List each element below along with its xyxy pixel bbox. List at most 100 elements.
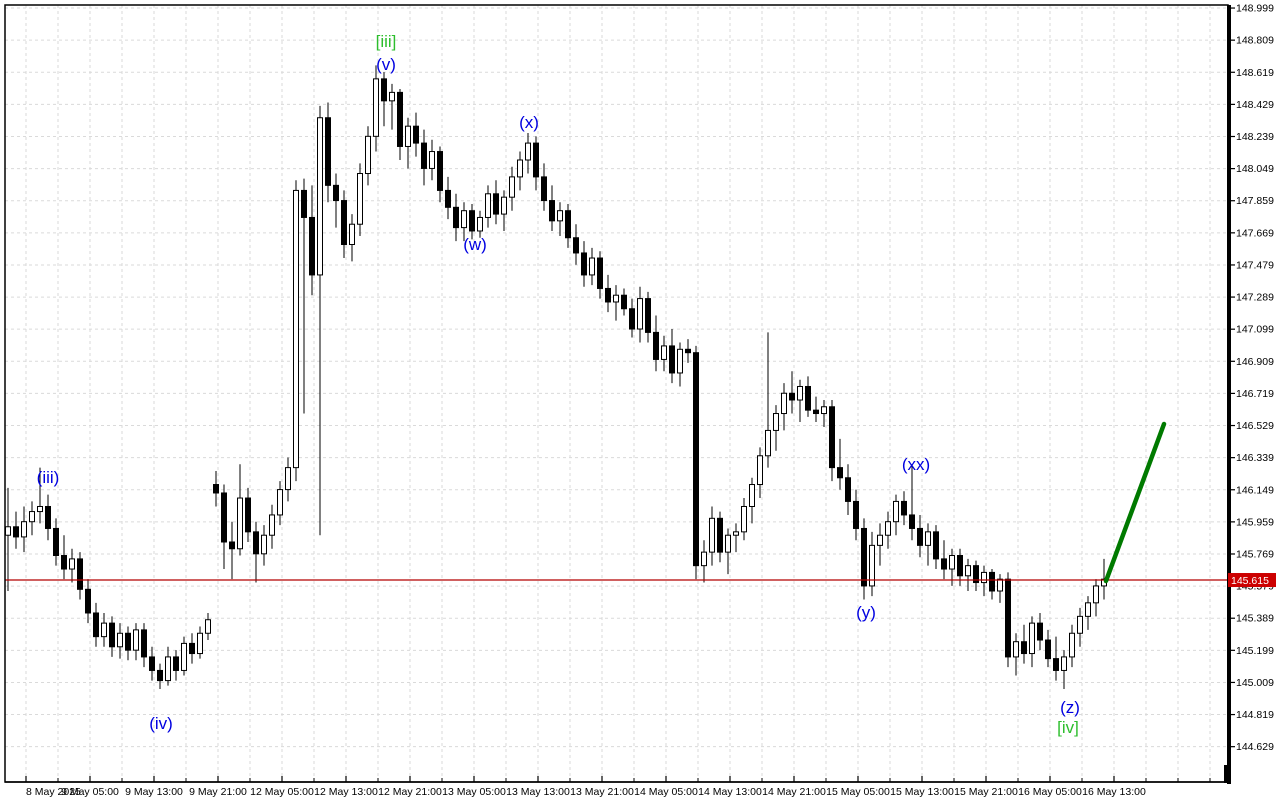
time-tick-label: 14 May 05:00 [634,786,698,798]
wave-label-w: (w) [463,235,487,254]
candle-bullish [1085,602,1091,617]
price-tick-label: 148.809 [1236,35,1274,47]
candle-bearish [917,527,923,546]
candle-bullish [405,125,411,147]
candle-bullish [461,210,467,229]
candle-bullish [701,551,707,567]
candle-bearish [653,331,659,360]
candle-bearish [901,500,907,516]
price-axis-line [1227,5,1231,784]
candle-bullish [725,534,731,553]
candle-bearish [541,176,547,202]
candle-bearish [341,200,347,246]
price-tick-label: 147.479 [1236,259,1274,271]
candle-bearish [61,555,67,570]
candle-bearish [85,588,91,614]
candle-bearish [813,409,819,415]
candle-bullish [677,348,683,374]
candle-bullish [773,413,779,431]
candle-bullish [733,531,739,536]
candle-bearish [565,210,571,239]
candle-bullish [37,505,43,513]
candle-bearish [53,527,59,557]
candle-bullish [117,632,123,648]
candle-bullish [373,78,379,137]
candle-bearish [1045,639,1051,660]
time-tick-label: 15 May 13:00 [890,786,954,798]
time-tick-label: 13 May 05:00 [442,786,506,798]
candle-bearish [989,571,995,592]
price-tick-label: 148.999 [1236,3,1274,15]
candle-bearish [157,669,163,682]
candle-bullish [485,193,491,218]
candle-bearish [805,385,811,411]
candle-bearish [621,294,627,310]
candle-bearish [189,642,195,655]
candle-bearish [597,257,603,289]
candle-bearish [909,514,915,529]
time-tick-label: 12 May 21:00 [378,786,442,798]
candle-bullish [365,135,371,175]
price-tick-label: 148.429 [1236,99,1274,111]
candle-bullish [557,210,563,222]
wave-label-x: (x) [519,113,539,132]
candle-bullish [477,216,483,232]
candle-bullish [637,298,643,330]
candle-bearish [421,142,427,169]
candle-bullish [357,173,363,225]
price-tick-label: 147.669 [1236,227,1274,239]
candle-bullish [749,484,755,507]
candle-bullish [981,571,987,584]
candle-bullish [261,534,267,555]
trend-line[interactable] [1103,421,1167,584]
candle-bearish [789,392,795,401]
candle-bearish [149,656,155,671]
candle-bullish [757,455,763,486]
candle-bearish [413,125,419,144]
candle-bullish [661,345,667,360]
candle-bullish [885,521,891,536]
candle-bullish [29,511,35,523]
candle-bearish [77,558,83,590]
time-tick-label: 14 May 21:00 [762,786,826,798]
candle-bullish [613,294,619,303]
candle-bearish [1021,641,1027,655]
time-tick-label: 16 May 13:00 [1082,786,1146,798]
candle-bearish [469,210,475,232]
wave-label-y: (y) [856,603,876,622]
candle-bearish [397,91,403,147]
candle-bullish [21,521,27,538]
candle-bearish [573,237,579,254]
candle-bearish [837,467,843,479]
price-tick-label: 145.199 [1236,645,1274,657]
time-tick-label: 9 May 13:00 [125,786,183,798]
current-price-badge [1228,573,1276,588]
candle-bullish [997,578,1003,592]
candle-bearish [301,189,307,218]
candle-bullish [293,189,299,469]
candle-bullish [181,642,187,671]
candle-bearish [1053,658,1059,671]
candle-bearish [853,500,859,529]
candle-bullish [869,544,875,587]
candle-bullish [509,176,515,198]
candle-bullish [349,223,355,246]
time-tick-label: 9 May 05:00 [61,786,119,798]
wave-label-xx: (xx) [902,455,930,474]
candle-bearish [309,216,315,276]
candle-bullish [765,429,771,457]
candle-bearish [253,531,259,555]
candle-bearish [1005,578,1011,658]
candle-bullish [589,257,595,276]
candle-bullish [197,632,203,655]
candle-bearish [973,565,979,584]
candle-bullish [269,514,275,536]
wave-label-iii: (iii) [37,468,60,487]
candle-bullish [1077,615,1083,634]
candle-bullish [101,622,107,638]
candle-bullish [429,151,435,169]
price-tick-label: 145.959 [1236,516,1274,528]
candle-bullish [1013,641,1019,658]
